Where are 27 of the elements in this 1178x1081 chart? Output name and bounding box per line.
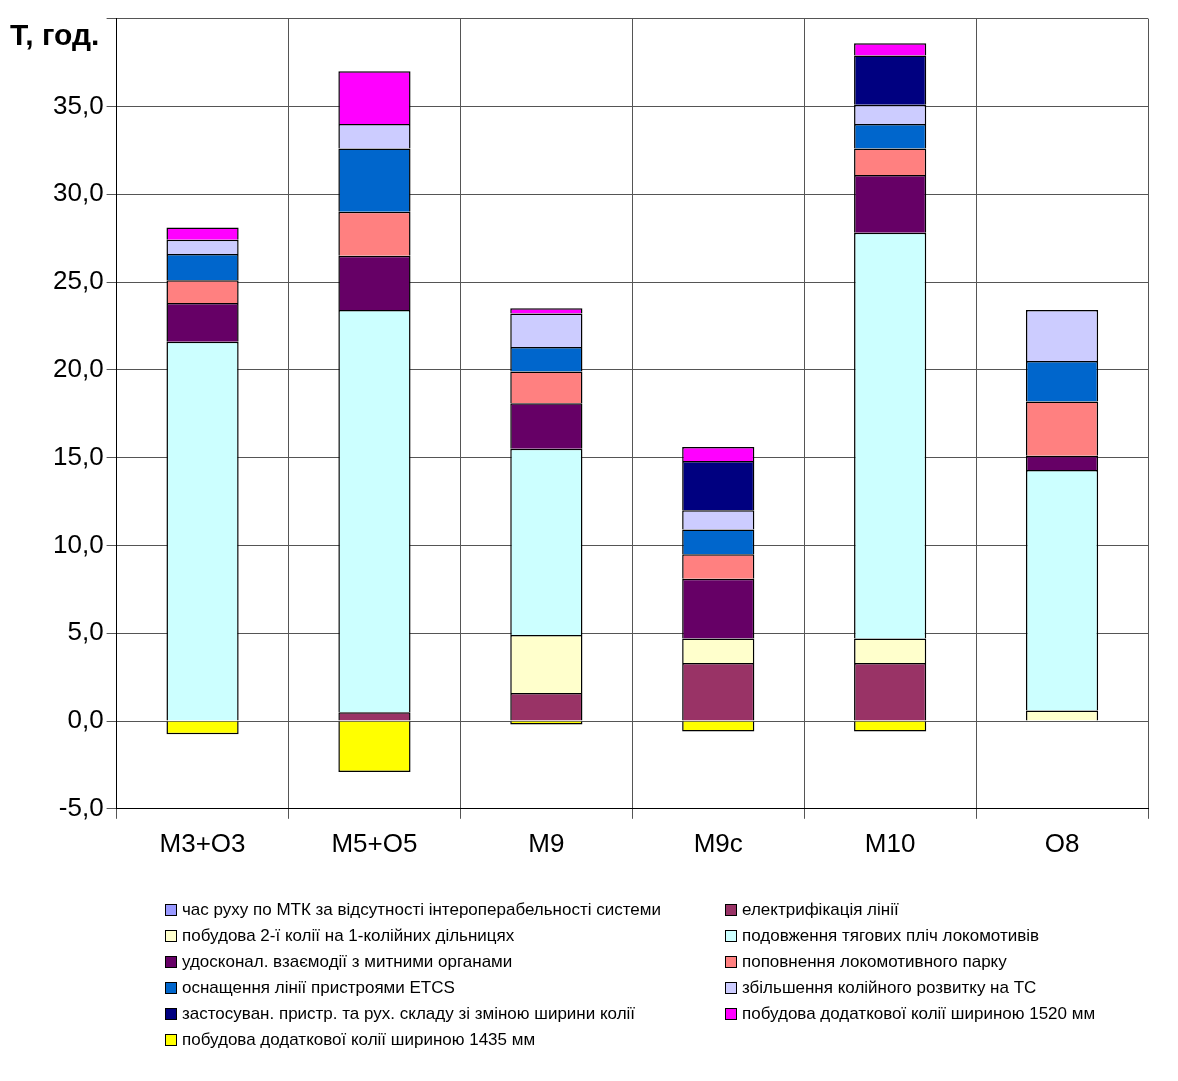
legend-label: оснащення лінії пристроями ETCS <box>182 978 455 998</box>
legend-label: побудова додаткової колії шириною 1435 мм <box>182 1030 536 1050</box>
x-tick-label: О8 <box>1044 827 1080 858</box>
legend-label: подовження тягових пліч локомотивів <box>742 926 1040 946</box>
legend-label: поповнення локомотивного парку <box>742 952 1007 972</box>
y-tick-label: 35,0 <box>52 89 104 120</box>
y-tick-label: 10,0 <box>52 528 104 559</box>
legend-label: побудова 2-ї колії на 1-колійних дільницях <box>182 926 515 946</box>
y-axis-title: Т, год. <box>10 18 100 52</box>
y-tick-label: 0,0 <box>67 704 104 735</box>
legend-label: час руху по МТК за відсутності інтероперабельності системи <box>182 900 661 920</box>
y-tick-label: 20,0 <box>52 352 104 383</box>
y-tick-label: 5,0 <box>67 616 104 647</box>
legend-label: застосуван. пристр. та рух. складу зі зміною ширини колії <box>182 1004 636 1024</box>
x-tick-label: М9 <box>528 827 565 858</box>
y-tick-label: 30,0 <box>52 177 104 208</box>
y-tick-label: -5,0 <box>58 791 104 822</box>
legend-label: збільшення колійного розвитку на ТС <box>742 978 1037 998</box>
x-tick-label: М3+О3 <box>159 827 246 858</box>
legend-label: побудова додаткової колії шириною 1520 мм <box>742 1004 1096 1024</box>
legend-label: удосконал. взаємодії з митними органами <box>182 952 513 972</box>
x-tick-label: М10 <box>864 827 916 858</box>
y-tick-label: 25,0 <box>52 265 104 296</box>
x-tick-label: М5+О5 <box>331 827 418 858</box>
legend-label: електрифікація лінії <box>742 900 899 920</box>
x-tick-label: М9с <box>693 827 743 858</box>
y-tick-label: 15,0 <box>52 440 104 471</box>
